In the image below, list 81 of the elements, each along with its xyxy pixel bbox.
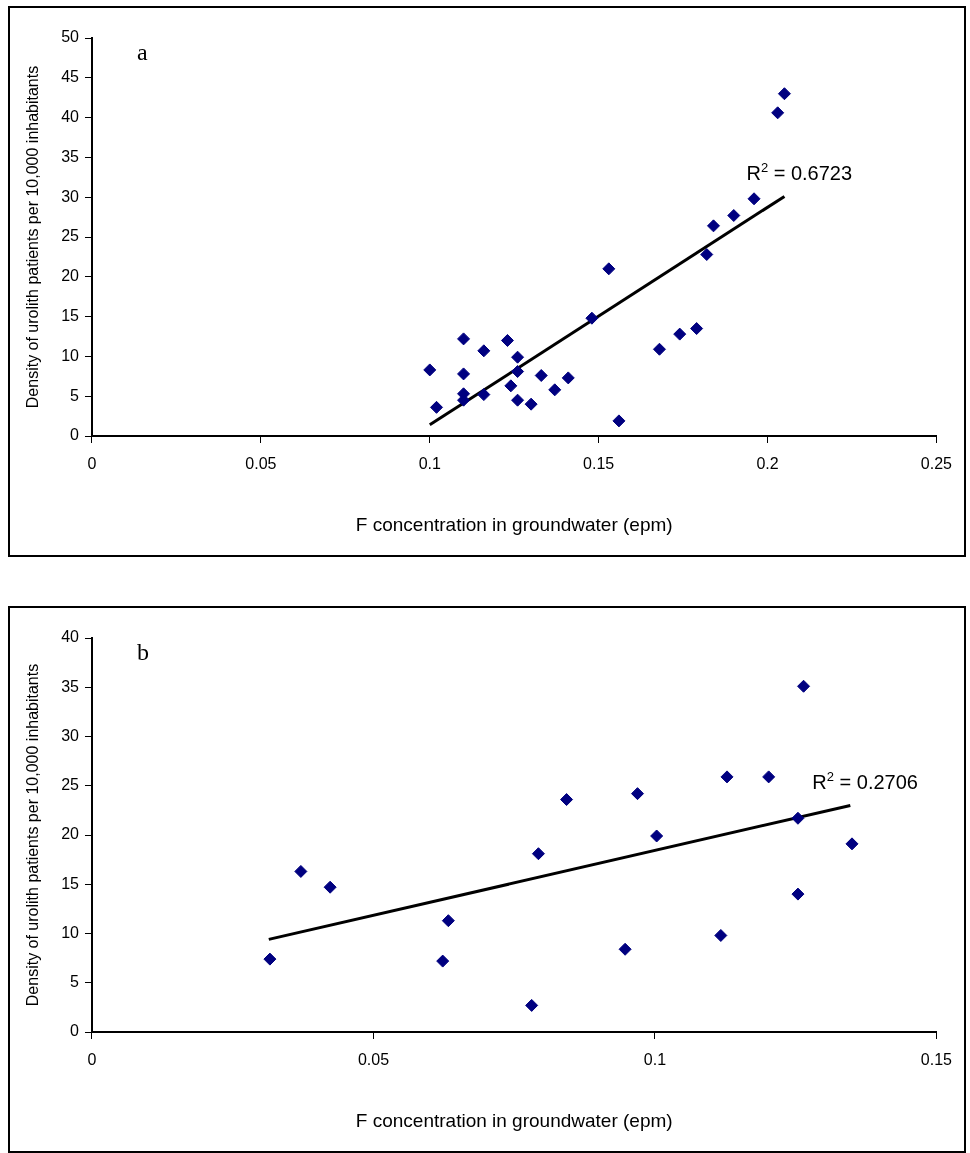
point	[747, 192, 761, 206]
point	[504, 379, 518, 393]
x-tick-label: 0	[87, 1051, 97, 1069]
y-tick-label: 45	[61, 68, 80, 86]
point	[714, 928, 728, 942]
point	[700, 248, 714, 262]
y-tick-label: 10	[61, 923, 80, 941]
y-tick-label: 25	[61, 227, 80, 245]
y-tick-label: 0	[70, 1022, 80, 1040]
point	[524, 397, 538, 411]
point	[618, 942, 632, 956]
y-tick-label: 5	[70, 973, 80, 991]
x-tick-label: 0	[87, 455, 97, 473]
point	[430, 400, 444, 414]
x-axis-title: F concentration in groundwater (epm)	[355, 1109, 673, 1131]
point	[707, 219, 720, 233]
point	[531, 847, 545, 861]
y-tick-label: 40	[61, 108, 80, 126]
point	[791, 811, 805, 825]
point	[477, 344, 491, 358]
point	[720, 770, 734, 784]
point	[771, 106, 785, 120]
y-tick-label: 30	[61, 726, 80, 744]
point	[457, 367, 471, 381]
point	[561, 371, 575, 385]
y-tick-label: 20	[61, 267, 80, 285]
point	[525, 998, 539, 1012]
x-tick-label: 0.25	[920, 455, 953, 473]
point	[612, 414, 626, 428]
y-tick-label: 10	[61, 346, 80, 364]
point	[323, 880, 337, 894]
point	[511, 350, 525, 364]
point	[650, 829, 664, 843]
x-tick-label: 0.05	[357, 1051, 390, 1069]
point	[845, 837, 859, 851]
annotation: a	[137, 39, 148, 65]
point	[602, 262, 616, 276]
y-tick-label: 30	[61, 187, 80, 205]
point	[500, 333, 514, 347]
y-tick-label: 25	[61, 776, 80, 794]
point	[436, 954, 450, 968]
x-tick-label: 0.15	[583, 455, 615, 473]
point	[652, 342, 666, 356]
x-tick-label: 0.1	[643, 1051, 667, 1069]
point	[548, 383, 562, 397]
point	[457, 332, 471, 346]
x-tick-label: 0.05	[245, 455, 277, 473]
y-tick-label: 0	[70, 426, 80, 444]
x-tick-label: 0.15	[920, 1051, 953, 1069]
point	[791, 887, 805, 901]
point	[477, 388, 491, 402]
x-tick-label: 0.1	[418, 455, 441, 473]
y-tick-label: 35	[61, 147, 80, 165]
point	[263, 952, 277, 966]
annotation: b	[137, 639, 149, 665]
point	[511, 393, 525, 407]
point	[777, 87, 791, 101]
y-axis-title: Density of urolith patients per 10,000 inhabitants	[24, 663, 42, 1007]
point	[423, 363, 437, 377]
point	[294, 864, 308, 878]
point	[797, 679, 811, 693]
point	[511, 365, 525, 379]
point	[585, 311, 599, 325]
point	[560, 793, 574, 807]
x-axis-title: F concentration in groundwater (epm)	[355, 513, 673, 535]
y-tick-label: 40	[61, 628, 80, 646]
y-axis-title: Density of urolith patients per 10,000 inhabitants	[24, 65, 42, 409]
point	[690, 322, 704, 336]
y-tick-label: 15	[61, 874, 80, 892]
x-tick-label: 0.2	[756, 455, 779, 473]
y-tick-label: 15	[61, 307, 80, 325]
point	[673, 327, 687, 341]
point	[441, 914, 455, 928]
y-tick-label: 5	[70, 386, 80, 404]
y-tick-label: 20	[61, 825, 80, 843]
point	[631, 787, 644, 801]
point	[534, 369, 548, 382]
y-tick-label: 35	[61, 677, 80, 695]
point	[762, 770, 776, 784]
y-tick-label: 50	[61, 28, 80, 46]
point	[727, 209, 741, 223]
